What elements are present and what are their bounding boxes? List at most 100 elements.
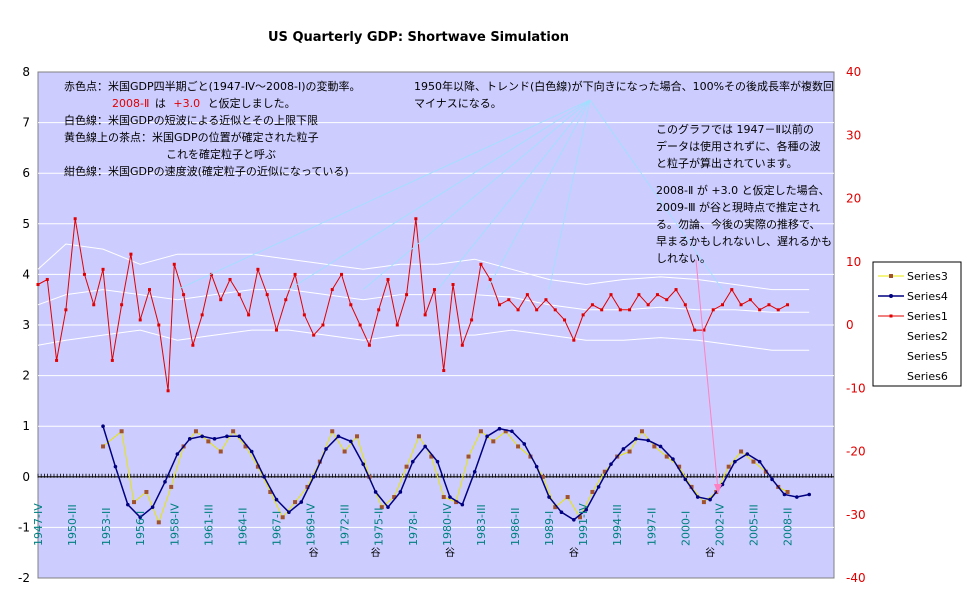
y-right-tick-label: 40 bbox=[846, 65, 861, 79]
series4-point bbox=[658, 444, 663, 449]
series4-point bbox=[126, 502, 130, 507]
series1-point bbox=[563, 318, 567, 322]
x-tick-label: 2000-I bbox=[679, 511, 692, 546]
series3-particle bbox=[280, 515, 285, 520]
series4-point bbox=[485, 434, 489, 439]
legend-box bbox=[872, 261, 962, 387]
series4-point bbox=[237, 434, 242, 439]
series1-point bbox=[786, 303, 790, 307]
y-left-tick-label: -2 bbox=[18, 571, 30, 585]
right-note-1: このグラフでは 1947－Ⅱ以前の bbox=[656, 122, 814, 136]
series3-particle bbox=[726, 464, 731, 469]
x-tick-label: 1956-I bbox=[134, 511, 147, 546]
y-left-tick-label: 3 bbox=[22, 318, 30, 332]
y-left-tick-label: 5 bbox=[22, 217, 30, 231]
x-tick-label: 1969-IV bbox=[305, 503, 318, 546]
series3-particle bbox=[454, 500, 459, 505]
series3-particle bbox=[602, 469, 607, 474]
y-left-tick-label: 8 bbox=[22, 65, 30, 79]
series1-point bbox=[312, 333, 316, 337]
legend-marker bbox=[889, 294, 893, 298]
series4-path bbox=[102, 425, 810, 521]
series4-point bbox=[522, 442, 527, 446]
series4-point bbox=[609, 462, 613, 466]
series1-point bbox=[702, 328, 706, 332]
series4-point bbox=[795, 495, 799, 499]
series3-particle bbox=[404, 464, 409, 469]
series4-point bbox=[745, 452, 750, 456]
right-note-2: データは使用されずに、各種の波 bbox=[656, 139, 821, 153]
series1-point bbox=[488, 277, 492, 281]
x-tick-label: 1961-III bbox=[202, 504, 215, 546]
note1-line2: 2008-Ⅱ は +3.0 と仮定しました。 bbox=[112, 96, 296, 110]
series1-point bbox=[36, 283, 40, 287]
series4-point bbox=[621, 447, 626, 451]
series4-point bbox=[448, 495, 452, 499]
valley-label: 谷 bbox=[371, 547, 381, 559]
x-tick-label: 1958-IV bbox=[168, 503, 181, 546]
series1-point bbox=[711, 308, 715, 312]
series4-point bbox=[720, 482, 725, 487]
right-note-7: 早まるかもしれないし、遅れるかも bbox=[656, 235, 832, 248]
series1-point bbox=[525, 293, 529, 297]
series1-point bbox=[265, 293, 269, 297]
series1-point bbox=[321, 323, 325, 327]
series3-particle bbox=[553, 505, 558, 510]
y-right-tick-label: 10 bbox=[846, 255, 861, 269]
series1-point bbox=[646, 303, 650, 307]
x-tick-label: 1997-II bbox=[645, 508, 658, 546]
series4-point bbox=[510, 429, 514, 434]
series1-path bbox=[37, 218, 788, 391]
x-tick-label: 2005-III bbox=[747, 504, 760, 546]
series3-particle bbox=[664, 454, 669, 459]
y-left-tick-label: -1 bbox=[18, 520, 30, 534]
series4-point bbox=[733, 459, 737, 464]
series4-point bbox=[113, 464, 118, 469]
trend-note-line1: 1950年以降、トレンド(白色線)が下向きになった場合、100%その後成長率が複… bbox=[414, 79, 834, 93]
series4-point bbox=[299, 500, 304, 504]
series4-point bbox=[596, 485, 601, 489]
x-tick-label: 1972-III bbox=[339, 504, 352, 546]
series1-point bbox=[479, 262, 483, 266]
series3-particle bbox=[132, 500, 137, 505]
y-left-tick-label: 7 bbox=[22, 116, 30, 130]
series1-point bbox=[73, 217, 77, 221]
series3-particle bbox=[565, 495, 570, 500]
series1-point bbox=[665, 298, 669, 302]
series3-particle bbox=[652, 444, 657, 449]
y-left-tick-label: 2 bbox=[22, 369, 30, 383]
series1-point bbox=[581, 313, 585, 317]
series3-particle bbox=[751, 459, 756, 464]
forecast-arrow bbox=[695, 259, 719, 491]
x-tick-label: 1964-II bbox=[236, 508, 249, 546]
series4-point bbox=[572, 518, 576, 522]
y-left-tick-label: 4 bbox=[22, 267, 30, 281]
trend-arrow-line bbox=[486, 99, 591, 290]
series1-point bbox=[442, 369, 446, 373]
series1-point bbox=[55, 358, 59, 362]
white-band-lines bbox=[37, 243, 810, 351]
series1-point bbox=[237, 293, 241, 297]
y-right-tick-label: 0 bbox=[846, 318, 854, 332]
series4-point bbox=[770, 477, 774, 482]
series2-line bbox=[37, 289, 810, 313]
series4-point bbox=[695, 495, 700, 499]
series4-point bbox=[138, 515, 143, 520]
series4-point bbox=[175, 452, 180, 456]
series4-point bbox=[101, 424, 105, 429]
series3-particle bbox=[342, 449, 347, 454]
valley-label: 谷 bbox=[445, 547, 455, 559]
series4-point bbox=[200, 434, 204, 439]
series1-point bbox=[544, 298, 548, 302]
y-right-tick-label: -20 bbox=[846, 445, 866, 459]
series1-point bbox=[739, 303, 743, 307]
series1-point bbox=[330, 288, 334, 292]
series4-point bbox=[472, 469, 477, 474]
series3-particle bbox=[268, 489, 273, 494]
series1-point bbox=[609, 293, 613, 297]
series1-point bbox=[535, 308, 539, 312]
series3-particle bbox=[231, 429, 236, 434]
series4-point bbox=[361, 462, 366, 466]
series1-point bbox=[166, 389, 170, 393]
